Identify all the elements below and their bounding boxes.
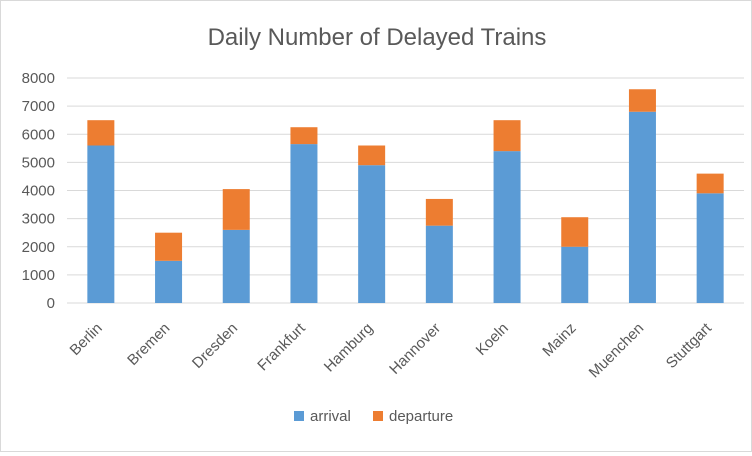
bar-departure-muenchen	[628, 89, 656, 112]
y-tick-label: 0	[47, 295, 55, 312]
y-tick-label: 8000	[22, 70, 55, 87]
y-tick-label: 6000	[22, 126, 55, 143]
bar-arrival-mainz	[561, 246, 589, 303]
legend: arrival departure	[294, 408, 453, 425]
bars	[87, 89, 724, 303]
bar-departure-berlin	[87, 120, 115, 146]
bar-arrival-bremen	[155, 260, 183, 303]
x-tick-label: Muenchen	[586, 320, 648, 382]
x-tick-label: Stuttgart	[663, 319, 716, 372]
legend-label-arrival: arrival	[310, 408, 351, 425]
bar-arrival-berlin	[87, 145, 115, 303]
bar-departure-stuttgart	[696, 173, 724, 194]
x-tick-label: Hannover	[386, 320, 444, 378]
y-tick-label: 1000	[22, 267, 55, 284]
bar-departure-bremen	[155, 232, 183, 261]
x-tick-label: Frankfurt	[254, 319, 309, 374]
bar-arrival-dresden	[222, 229, 250, 303]
bar-departure-mainz	[561, 217, 589, 247]
x-tick-label: Berlin	[67, 320, 106, 359]
bar-arrival-stuttgart	[696, 193, 724, 303]
bar-departure-frankfurt	[290, 127, 318, 145]
y-tick-label: 5000	[22, 154, 55, 171]
x-tick-label: Dresden	[189, 320, 241, 372]
legend-swatch-arrival	[294, 411, 304, 421]
x-tick-label: Hamburg	[321, 320, 377, 376]
x-tick-label: Bremen	[124, 320, 173, 369]
bar-arrival-koeln	[493, 151, 521, 303]
bar-arrival-muenchen	[628, 111, 656, 303]
bar-departure-koeln	[493, 120, 521, 152]
legend-label-departure: departure	[389, 408, 453, 425]
bar-departure-hannover	[425, 198, 453, 226]
chart-title: Daily Number of Delayed Trains	[208, 24, 547, 51]
x-tick-label: Koeln	[473, 320, 512, 359]
y-tick-label: 2000	[22, 239, 55, 256]
y-tick-label: 3000	[22, 211, 55, 228]
y-tick-label: 4000	[22, 183, 55, 200]
bar-arrival-hamburg	[358, 165, 386, 303]
bar-departure-dresden	[222, 189, 250, 230]
bar-arrival-hannover	[425, 225, 453, 303]
bar-departure-hamburg	[358, 145, 386, 166]
y-axis-ticks: 0 1000 2000 3000 4000 5000 6000 7000 8000	[22, 70, 55, 312]
x-tick-label: Mainz	[539, 320, 579, 360]
x-axis-ticks: Berlin Bremen Dresden Frankfurt Hamburg Hanno…	[67, 319, 716, 381]
legend-swatch-departure	[373, 411, 383, 421]
bar-arrival-frankfurt	[290, 144, 318, 303]
y-tick-label: 7000	[22, 98, 55, 115]
